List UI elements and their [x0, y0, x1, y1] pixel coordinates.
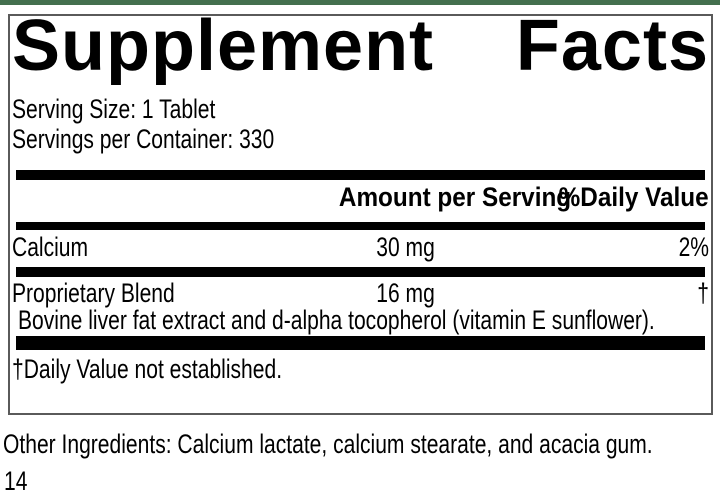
column-header-daily-value-cell: %Daily Value: [542, 182, 709, 212]
footnote-row: †Daily Value not established.: [10, 354, 711, 384]
nutrient-row-proprietary-blend: Proprietary Blend 16 mg †: [10, 278, 711, 308]
blend-description-cell: Bovine liver fat extract and d-alpha toc…: [18, 305, 720, 335]
other-ingredients-text: Other Ingredients: Calcium lactate, calc…: [3, 429, 653, 459]
servings-per-container-text: Servings per Container: 330: [12, 124, 275, 154]
nutrient-name-calcium: Calcium: [12, 232, 89, 262]
footnote-cell: †Daily Value not established.: [12, 354, 358, 384]
serving-size-text: Serving Size: 1 Tablet: [12, 94, 216, 124]
nutrient-name-proprietary-blend: Proprietary Blend: [12, 278, 175, 308]
column-header-daily-value: %Daily Value: [559, 182, 709, 212]
column-header-row: Amount per Serving %Daily Value: [10, 182, 711, 212]
nutrient-name-cell: Proprietary Blend: [12, 278, 221, 308]
nutrient-amount-proprietary-blend: 16 mg: [376, 278, 436, 308]
daily-value-footnote: †Daily Value not established.: [12, 354, 283, 384]
nutrient-amount-calcium: 30 mg: [376, 232, 436, 262]
serving-size-line: Serving Size: 1 Tablet: [12, 94, 348, 124]
green-accent-strip: [0, 0, 720, 5]
blend-description-row: Bovine liver fat extract and d-alpha toc…: [10, 305, 711, 335]
supplement-facts-title: Supplement Facts: [12, 6, 709, 86]
nutrient-daily-value-calcium: 2%: [678, 232, 709, 262]
divider-bar-below-header: [16, 222, 705, 230]
servings-per-container-line: Servings per Container: 330: [12, 124, 348, 154]
nutrient-amount-cell: 16 mg: [326, 278, 486, 308]
nutrient-daily-value-proprietary-blend: †: [697, 278, 709, 308]
divider-bar-above-footnote: [16, 336, 705, 350]
nutrient-daily-value-cell: †: [694, 278, 709, 308]
nutrient-daily-value-cell: 2%: [670, 232, 709, 262]
page-number-line: 14: [4, 466, 34, 496]
nutrient-amount-cell: 30 mg: [326, 232, 486, 262]
serving-info: Serving Size: 1 Tablet Servings per Cont…: [12, 94, 348, 154]
divider-bar-below-calcium: [16, 267, 705, 277]
column-header-amount: Amount per Serving: [338, 182, 572, 212]
other-ingredients-line: Other Ingredients: Calcium lactate, calc…: [3, 429, 720, 459]
supplement-facts-box: Supplement Facts Serving Size: 1 Tablet …: [8, 10, 713, 415]
nutrient-row-calcium: Calcium 30 mg 2%: [10, 232, 711, 262]
page-number: 14: [4, 466, 28, 496]
column-header-amount-cell: Amount per Serving: [326, 182, 571, 212]
divider-bar-thick-top: [16, 170, 705, 180]
blend-description-text: Bovine liver fat extract and d-alpha toc…: [18, 305, 655, 335]
nutrient-name-cell: Calcium: [12, 232, 110, 262]
